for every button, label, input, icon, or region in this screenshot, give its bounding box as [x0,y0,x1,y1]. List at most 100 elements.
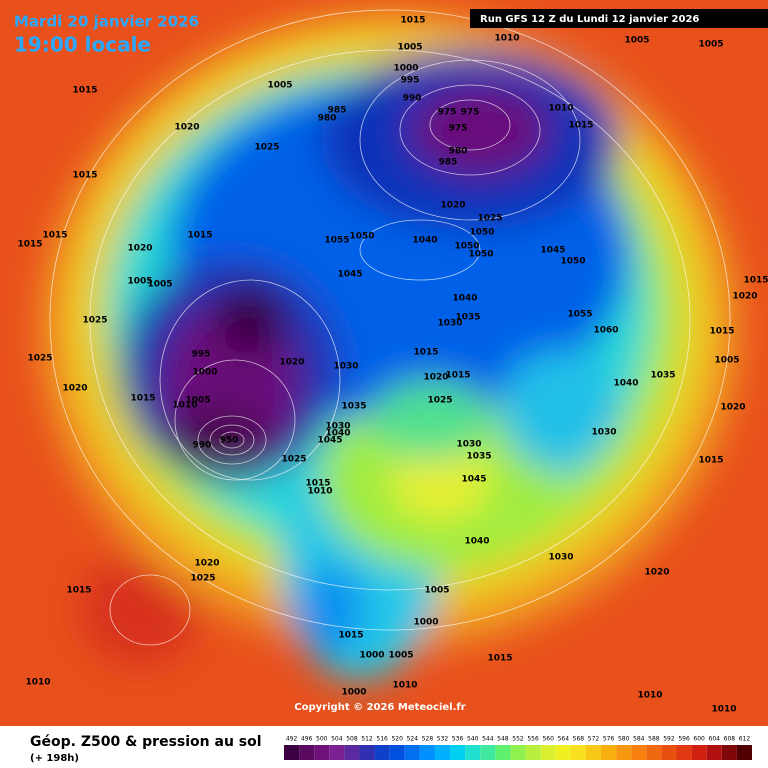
legend-swatch [344,745,360,760]
legend-swatch [374,745,390,760]
legend-label: 524 [407,736,419,743]
pressure-label: 1050 [560,257,585,267]
pressure-label: 975 [449,124,468,134]
legend-swatch [404,745,420,760]
pressure-label: 1015 [130,394,155,404]
legend-swatch [540,745,556,760]
legend-swatch [495,745,511,760]
legend-label: 540 [467,736,479,743]
pressure-label: 1040 [412,236,437,246]
map-background [0,0,768,726]
pressure-label: 1015 [413,348,438,358]
legend-swatch [434,745,451,760]
legend-swatch [631,745,647,760]
legend-swatch [329,745,345,760]
pressure-label: 1030 [591,428,616,438]
pressure-label: 1035 [466,452,491,462]
pressure-label: 1010 [494,34,519,44]
pressure-label: 1000 [341,688,366,698]
pressure-label: 1000 [192,368,217,378]
legend-swatch [570,745,586,760]
legend-label: 552 [512,736,524,743]
pressure-label: 1005 [147,280,172,290]
legend-label: 560 [542,736,554,743]
legend-label: 608 [724,736,736,743]
pressure-label: 950 [220,436,239,446]
pressure-label: 1020 [423,373,448,383]
pressure-label: 995 [192,350,211,360]
pressure-label: 1005 [397,43,422,53]
legend-label: 508 [346,736,358,743]
legend-label: 556 [527,736,539,743]
legend-swatch [480,745,496,760]
pressure-label: 1015 [305,479,330,489]
pressure-label: 1055 [324,236,349,246]
pressure-label: 1020 [62,384,87,394]
pressure-label: 1030 [548,553,573,563]
legend-label: 520 [391,736,403,743]
pressure-label: 1025 [190,574,215,584]
pressure-label: 1015 [42,231,67,241]
pressure-label: 1020 [644,568,669,578]
legend-label: 592 [663,736,675,743]
pressure-label: 1010 [25,678,50,688]
pressure-label: 990 [193,441,212,451]
pressure-label: 1005 [624,36,649,46]
pressure-label: 1010 [392,681,417,691]
pressure-label: 1040 [613,379,638,389]
pressure-label: 1015 [743,276,768,286]
pressure-label: 1025 [427,396,452,406]
pressure-label: 1015 [187,231,212,241]
pressure-label: 1060 [593,326,618,336]
legend-label: 572 [588,736,600,743]
legend-swatch [510,745,526,760]
pressure-label: 1020 [440,201,465,211]
pressure-label: 1015 [72,86,97,96]
date-title: Mardi 20 janvier 2026 [14,13,199,31]
pressure-label: 1010 [172,401,197,411]
pressure-label: 1040 [464,537,489,547]
legend-swatch [465,745,481,760]
legend-swatch [299,745,315,760]
legend-swatch [450,745,466,760]
pressure-label: 1025 [27,354,52,364]
pressure-label: 1015 [487,654,512,664]
legend-label: 604 [709,736,721,743]
pressure-label: 995 [401,76,420,86]
legend-label: 528 [422,736,434,743]
pressure-label: 1020 [194,559,219,569]
legend-label: 580 [618,736,630,743]
pressure-label: 1005 [714,356,739,366]
pressure-label: 1010 [637,691,662,701]
pressure-label: 975 [438,108,457,118]
pressure-label: 1015 [17,240,42,250]
legend-swatch [585,745,602,760]
footer-lead: (+ 198h) [30,753,79,764]
pressure-label: 1030 [333,362,358,372]
pressure-label: 1040 [452,294,477,304]
legend-swatch [736,745,752,760]
legend-swatch [359,745,375,760]
pressure-label: 1020 [174,123,199,133]
pressure-label: 1015 [709,327,734,337]
pressure-label: 1000 [413,618,438,628]
pressure-label: 1010 [711,705,736,715]
pressure-label: 1005 [698,40,723,50]
run-info: Run GFS 12 Z du Lundi 12 janvier 2026 [480,14,699,25]
legend-swatch [706,745,722,760]
pressure-label: 1005 [424,586,449,596]
pressure-label: 1020 [720,403,745,413]
pressure-label: 1035 [341,402,366,412]
pressure-label: 1050 [468,250,493,260]
legend-label: 600 [693,736,705,743]
pressure-label: 1045 [337,270,362,280]
legend-label: 516 [376,736,388,743]
legend-swatch [419,745,435,760]
pressure-label: 1010 [307,487,332,497]
run-box [470,9,768,28]
legend-swatch [721,745,737,760]
pressure-label: 1005 [267,81,292,91]
legend-swatch [314,745,330,760]
